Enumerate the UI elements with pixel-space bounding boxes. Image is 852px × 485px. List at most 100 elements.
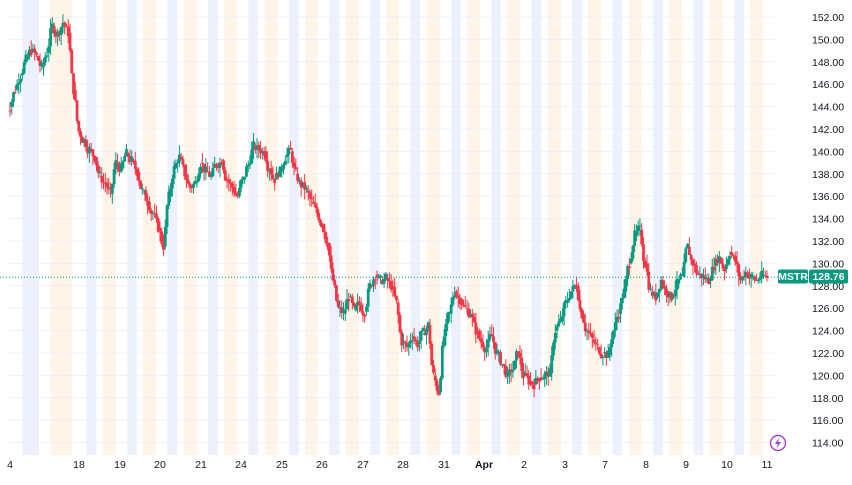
candle-body [199,166,202,174]
candle-body [50,23,54,28]
candle-body [8,110,12,112]
candle-body [220,162,224,165]
candle-body [571,286,575,292]
candle-body [765,275,769,278]
candle-body [98,171,102,174]
candle-body [91,149,95,156]
band-post [86,0,97,455]
candle-body [133,160,137,169]
candle-body [301,182,305,185]
time-axis[interactable]: 4 18 19 20 21 24 25 26 27 28 31 Apr 2 3 7 8 9 10 11 [7,459,773,471]
candle-body [656,292,659,297]
candle-body [458,297,462,305]
candle-body [407,342,411,348]
candle-body [442,336,446,346]
candle-body [675,278,679,290]
candle-body [273,178,277,184]
candle-body [65,26,68,28]
candle-body [695,265,698,274]
candle-body [740,276,744,281]
price-axis[interactable]: 152.00 150.00 148.00 146.00 144.00 142.00 140.… [812,12,844,450]
candle-body [241,176,245,180]
candle-body [582,313,585,323]
candle-body [412,336,416,340]
candle-body [707,277,711,285]
candle-body [165,205,169,227]
candle-body [665,288,668,296]
candle-body [234,192,238,196]
candle-body [684,248,688,263]
lightning-icon[interactable] [769,434,787,452]
candle-body [211,167,215,177]
candle-body [162,243,165,251]
band-post [208,0,218,455]
candle-body [680,274,684,276]
candle-body [252,141,255,150]
band-post [612,0,623,455]
candle-body [763,275,767,277]
candle-body [709,280,712,282]
candle-body [110,184,114,194]
candle-body [546,371,550,377]
candle-body [486,339,490,348]
symbol-price-tag[interactable]: MSTR 128.76 [778,269,848,284]
candle-body [137,171,141,181]
candle-body [682,262,686,277]
candle-body [207,172,211,177]
candle-body [391,285,395,288]
candle-body [432,365,435,373]
candle-body [283,161,287,165]
candle-body [188,183,192,188]
candle-body [580,308,584,318]
candle-body [103,182,107,184]
candle-body [465,308,469,310]
candle-body [312,201,315,204]
candle-body [693,263,697,266]
candle-body [576,285,580,300]
band-post [127,0,137,455]
candle-body [169,188,172,197]
candle-body [417,340,421,345]
y-tick-label: 142.00 [812,124,844,136]
candle-body [543,373,547,379]
candle-body [633,230,637,247]
candle-body [264,151,268,162]
candle-body [426,322,430,329]
candle-body [698,273,702,275]
candle-body [19,79,22,83]
candle-body [40,62,44,66]
candle-body [172,165,176,179]
candle-body [303,182,307,190]
candle-body [714,258,718,266]
candle-body [320,225,324,228]
candle-body [737,264,741,277]
candle-body [275,173,278,180]
candle-body [657,288,661,293]
candle-body [396,302,400,315]
x-tick-label: 20 [154,459,166,471]
candle-body [167,191,171,206]
candle-body [606,350,610,358]
candle-body [347,299,351,302]
y-tick-label: 128.00 [812,281,844,293]
candle-body [647,271,651,290]
candle-body [290,151,294,163]
candle-body [389,281,393,290]
candle-body [356,301,360,306]
candle-body [597,347,601,354]
y-tick-label: 148.00 [812,57,844,69]
candle-body [534,378,538,385]
candle-body [686,243,689,249]
x-tick-label: 8 [643,459,649,471]
candle-body [366,288,370,307]
candle-body [163,226,167,247]
candle-body [195,181,199,183]
candle-body [248,163,252,165]
candle-body [243,176,247,180]
candle-body [437,390,441,395]
candle-body [61,23,65,28]
y-tick-label: 138.00 [812,169,844,181]
candle-body [476,330,480,332]
candle-body [555,326,559,331]
